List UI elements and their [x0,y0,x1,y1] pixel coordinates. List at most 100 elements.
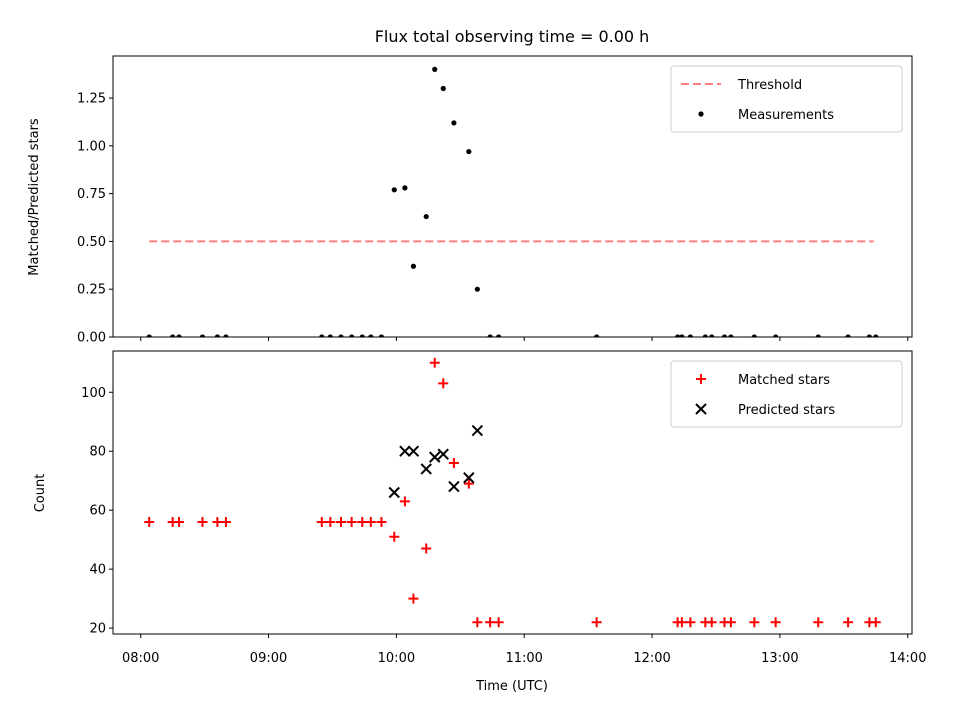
top-measurements-point [319,334,325,337]
bottom-matched-stars-point [749,617,760,628]
bottom-legend: Matched stars Predicted stars [670,360,903,428]
top-measurements-point [845,334,851,337]
top-chart-title: Flux total observing time = 0.00 h [375,27,650,46]
bottom-matched-stars-point [463,478,474,489]
top-measurements-point [709,334,715,337]
bottom-matched-stars-point [220,516,231,527]
bottom-matched-stars-point [725,617,736,628]
bottom-predicted-stars-point [448,480,460,493]
bottom-matched-stars-point [438,378,449,389]
top-y-axis-label: Matched/Predicted stars [27,118,42,276]
bottom-predicted-stars-point [388,486,400,499]
top-legend-measurements-label: Measurements [738,108,834,123]
bottom-predicted-stars-point [429,451,441,463]
top-measurements-point [751,334,757,337]
bottom-x-tick-label: 11:00 [505,651,542,666]
bottom-legend-predicted-stars-label: Predicted stars [738,403,835,418]
top-measurements-point [214,334,221,337]
bottom-axes-frame [112,350,913,635]
bottom-matched-stars-point [591,617,602,628]
bottom-predicted-stars-point [407,445,420,457]
bottom-legend-matched-stars-swatch [696,374,706,384]
bottom-matched-stars-point [357,516,368,527]
top-measurements-point [199,334,206,337]
bottom-y-tick-label: 20 [89,622,106,637]
top-measurements-point [702,334,708,337]
bottom-matched-stars-point [870,617,881,628]
top-y-tick-label: 0.75 [77,187,106,202]
top-measurements-point [815,334,821,337]
bottom-matched-stars-point [685,617,696,628]
bottom-matched-stars-point [316,516,327,527]
bottom-y-tick-label: 80 [89,445,106,460]
bottom-legend-box [670,360,903,428]
bottom-predicted-stars-point [471,424,484,437]
bottom-matched-stars-point [429,357,440,368]
bottom-matched-stars-point [174,516,185,527]
bottom-matched-stars-point [843,617,854,628]
top-measurements-point [410,263,417,269]
bottom-plot-area [144,357,881,628]
top-measurements-point [496,334,502,337]
top-measurements-point [327,334,333,337]
top-measurements-point [402,185,408,191]
top-plot-area [146,66,879,337]
bottom-matched-stars-point [421,543,432,554]
top-measurements-point [378,334,385,337]
top-measurements-point [440,85,446,92]
top-measurements-point [423,213,429,220]
bottom-panel: 20 40 60 80 100 08:00 09:00 10:00 11:00 12:00 13:0… [81,350,926,666]
bottom-y-tick-label: 60 [89,504,106,519]
top-measurements-point [773,334,779,337]
top-measurements-point [474,286,480,292]
top-measurements-point [146,334,152,337]
top-measurements-point [451,120,457,126]
bottom-x-tick-label: 13:00 [761,651,798,666]
bottom-matched-stars-point [399,496,410,507]
top-measurements-point [675,334,681,337]
bottom-matched-stars-point [813,617,824,628]
top-measurements-point [223,334,229,337]
top-measurements-point [728,334,734,337]
bottom-x-tick-label: 10:00 [378,651,415,666]
bottom-legend-predicted-stars-swatch [695,403,707,415]
top-y-tick-label: 0.00 [77,331,106,346]
top-legend-box [670,65,903,133]
top-measurements-point [432,66,438,72]
top-measurements-point [466,148,472,155]
top-legend-threshold-label: Threshold [737,78,802,93]
bottom-matched-stars-point [408,593,419,604]
top-axes-frame [112,55,913,338]
bottom-y-axis-label: Count [33,474,48,513]
bottom-matched-stars-point [493,617,504,628]
bottom-legend-matched-stars-label: Matched stars [738,373,830,388]
bottom-x-tick-label: 14:00 [889,651,926,666]
bottom-predicted-stars-point [399,445,411,457]
top-measurements-point [338,334,344,337]
bottom-matched-stars-point [376,516,387,527]
top-measurements-point [873,334,879,337]
top-measurements-point [679,334,685,337]
top-y-tick-label: 0.50 [77,235,106,250]
bottom-y-tick-label: 40 [89,563,106,578]
bottom-x-tick-label: 12:00 [633,651,670,666]
top-measurements-point [349,334,355,337]
top-measurements-point [359,334,365,337]
top-legend-measurements-swatch [698,111,704,117]
bottom-y-tick-label: 100 [81,386,106,401]
bottom-matched-stars-point [770,617,781,628]
bottom-x-tick-label: 08:00 [122,651,159,666]
bottom-matched-stars-point [212,516,223,527]
top-legend: Threshold Measurements [670,65,903,133]
top-measurements-point [594,334,600,337]
x-axis-label: Time (UTC) [475,679,548,694]
bottom-predicted-stars-point [420,463,432,475]
bottom-matched-stars-point [389,531,400,542]
bottom-matched-stars-point [197,516,208,527]
top-measurements-point [687,334,694,337]
bottom-matched-stars-point [485,617,496,628]
top-measurements-point [391,187,397,193]
bottom-matched-stars-point [346,516,357,527]
bottom-predicted-stars-point [437,448,449,460]
